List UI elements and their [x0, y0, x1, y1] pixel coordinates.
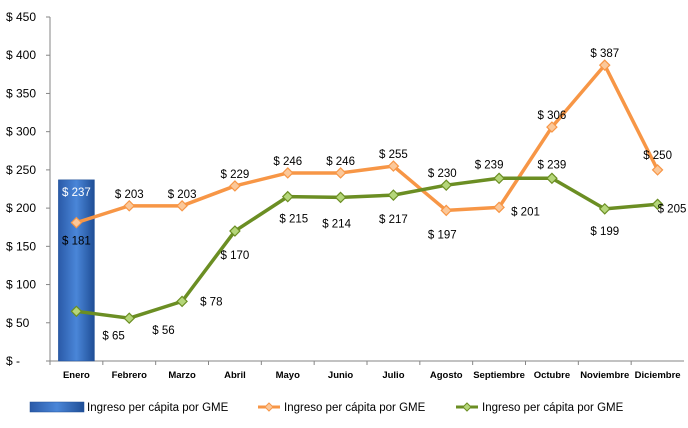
legend-marker — [264, 402, 274, 412]
data-point — [440, 179, 453, 192]
series-line — [76, 176, 658, 320]
data-point — [546, 172, 558, 185]
legend: Ingreso per cápita por GME Ingreso per cá… — [29, 401, 624, 414]
data-label: $ 201 — [511, 206, 540, 218]
data-label: $ 239 — [475, 159, 504, 171]
legend-marker — [462, 402, 472, 412]
data-point — [334, 191, 347, 204]
data-label: $ 217 — [379, 214, 408, 226]
x-tick-label: Junio — [328, 370, 354, 381]
data-point — [123, 312, 136, 325]
x-tick-label: Febrero — [112, 370, 148, 381]
data-label: $ 255 — [379, 149, 408, 161]
data-label: $ 246 — [326, 156, 355, 168]
x-tick-label: Agosto — [430, 370, 463, 381]
bar-data-label: $ 237 — [62, 187, 91, 199]
data-point — [440, 204, 453, 217]
data-label: $ 387 — [590, 48, 619, 60]
data-label: $ 306 — [538, 110, 567, 122]
data-point — [70, 305, 83, 318]
y-tick-label: $ 350 — [6, 86, 36, 100]
data-label: $ 205 — [658, 203, 687, 215]
data-label: $ 215 — [279, 214, 308, 226]
data-label: $ 203 — [168, 189, 197, 201]
data-label: $ 65 — [102, 330, 124, 342]
x-tick-label: Noviembre — [580, 370, 629, 381]
data-point — [598, 203, 611, 215]
y-tick-label: $ 50 — [6, 316, 30, 330]
x-tick-label: Abril — [224, 370, 246, 381]
legend-label: Ingreso per cápita por GME — [87, 402, 229, 414]
y-tick-label: $ 150 — [6, 239, 36, 253]
data-label: $ 214 — [322, 218, 351, 230]
data-label: $ 203 — [115, 189, 144, 201]
line-layer — [70, 59, 664, 325]
x-tick-label: Julio — [382, 370, 404, 381]
data-point — [387, 160, 400, 172]
data-label: $ 239 — [538, 159, 567, 171]
y-tick-label: $ 300 — [6, 125, 36, 139]
x-tick-label: Diciembre — [635, 370, 681, 381]
x-tick-label: Mayo — [276, 370, 300, 381]
data-point — [651, 164, 664, 176]
axes: $ - $ 50 $ 100 $ 150 $ 200 $ 250 $ 300 $ 350 $ 4… — [6, 10, 684, 381]
data-label: $ 199 — [590, 226, 619, 238]
legend-swatch — [29, 401, 85, 413]
data-point — [176, 199, 188, 212]
data-point — [281, 190, 294, 203]
x-tick-label: Octubre — [534, 370, 570, 381]
y-tick-label: $ 250 — [6, 163, 36, 177]
data-label: $ 230 — [428, 168, 457, 180]
y-tick-label: $ 400 — [6, 48, 36, 62]
data-point — [281, 167, 294, 179]
x-tick-label: Septiembre — [473, 370, 525, 381]
y-tick-label: $ 100 — [6, 278, 36, 292]
data-label: $ 246 — [273, 156, 302, 168]
data-point — [123, 199, 136, 212]
data-label: $ 229 — [221, 169, 250, 181]
data-label-layer: $ 237 $ 181 $ 203 $ 203 $ 229 $ 246 $ 246 $ 255… — [62, 48, 686, 342]
legend-label: Ingreso per cápita por GME — [482, 402, 624, 414]
data-point — [546, 121, 558, 133]
y-tick-label: $ 450 — [6, 10, 36, 24]
data-label: $ 250 — [643, 150, 672, 162]
legend-label: Ingreso per cápita por GME — [284, 402, 426, 414]
x-tick-label: Marzo — [168, 370, 196, 381]
data-label: $ 170 — [221, 250, 250, 262]
data-point — [598, 59, 611, 72]
data-label: $ 56 — [152, 325, 174, 337]
series-line — [75, 63, 660, 225]
x-tick-label: Enero — [63, 370, 90, 381]
data-point — [229, 225, 241, 237]
data-point — [493, 172, 505, 185]
data-label: $ 78 — [200, 296, 222, 308]
data-label: $ 197 — [428, 229, 457, 241]
data-point — [651, 198, 664, 211]
data-point — [334, 167, 347, 179]
bar-layer — [58, 179, 95, 362]
data-label: $ 181 — [62, 236, 91, 248]
data-point — [70, 216, 83, 229]
y-tick-label: $ - — [6, 354, 20, 368]
y-tick-label: $ 200 — [6, 201, 36, 215]
data-point — [387, 189, 400, 201]
bar — [58, 179, 95, 362]
data-point — [493, 201, 505, 214]
data-point — [229, 180, 241, 192]
data-point — [176, 295, 188, 308]
